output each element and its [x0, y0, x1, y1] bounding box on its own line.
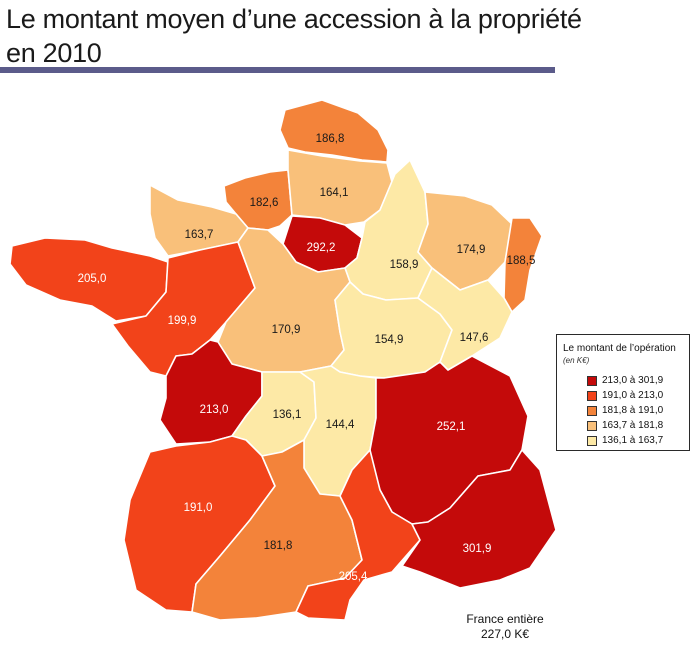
region-provence-alpes-cote-dazur	[401, 449, 557, 589]
region-value-basse-normandie: 163,7	[185, 229, 214, 241]
title-line-2: en 2010	[6, 38, 102, 68]
region-value-languedoc-roussillon: 205,4	[339, 571, 368, 583]
legend-swatch-5	[587, 436, 597, 446]
region-value-bourgogne: 154,9	[375, 334, 404, 346]
region-value-lorraine: 174,9	[457, 244, 486, 256]
region-value-rhone-alpes: 252,1	[437, 421, 466, 433]
legend-swatch-4	[587, 421, 597, 431]
legend-swatch-1	[587, 376, 597, 386]
region-value-haute-normandie: 182,6	[250, 197, 279, 209]
legend-label-4: 163,7 à 181,8	[602, 420, 664, 431]
region-value-limousin: 136,1	[273, 409, 302, 421]
region-value-champagne-ardenne: 158,9	[390, 259, 419, 271]
legend-swatch-3	[587, 406, 597, 416]
title-underline	[0, 67, 555, 73]
region-alsace	[503, 217, 543, 313]
region-value-poitou-charentes: 213,0	[200, 404, 229, 416]
region-languedoc-roussillon	[295, 449, 421, 621]
legend-label-1: 213,0 à 301,9	[602, 375, 664, 386]
region-value-alsace: 188,5	[507, 255, 536, 267]
region-value-pays-de-la-loire: 199,9	[168, 315, 197, 327]
region-value-centre: 170,9	[272, 324, 301, 336]
region-value-bretagne: 205,0	[78, 273, 107, 285]
france-total-label: France entière	[466, 612, 544, 626]
region-value-nord-pas-de-calais: 186,8	[316, 133, 345, 145]
france-total: France entière 227,0 K€	[440, 612, 570, 642]
region-value-auvergne: 144,4	[326, 419, 355, 431]
region-value-ile-de-france: 292,2	[307, 242, 336, 254]
region-value-franche-comte: 147,6	[460, 332, 489, 344]
legend-label-5: 136,1 à 163,7	[602, 435, 664, 446]
regions-layer	[9, 99, 557, 621]
legend-swatch-2	[587, 391, 597, 401]
region-nord-pas-de-calais	[279, 99, 389, 163]
region-value-aquitaine: 191,0	[184, 502, 213, 514]
region-value-midi-pyrenees: 181,8	[264, 540, 293, 552]
region-haute-normandie	[223, 169, 293, 231]
region-value-picardie: 164,1	[320, 187, 349, 199]
legend-unit: (en K€)	[563, 356, 590, 365]
france-total-value: 227,0 K€	[480, 627, 530, 641]
page-title: Le montant moyen d’une accession à la pr…	[6, 2, 582, 70]
region-value-provence-alpes-cote-dazur: 301,9	[463, 543, 492, 555]
legend: Le montant de l’opération (en K€) 213,0 …	[556, 334, 690, 451]
legend-title: Le montant de l’opération	[563, 343, 676, 354]
region-franche-comte	[417, 267, 513, 371]
legend-label-3: 181,8 à 191,0	[602, 405, 664, 416]
legend-label-2: 191,0 à 213,0	[602, 390, 664, 401]
labels-layer: 186,8 182,6 164,1 163,7 292,2 158,9 174,9 188,5…	[78, 133, 536, 583]
title-line-1: Le montant moyen d’une accession à la pr…	[6, 4, 582, 34]
